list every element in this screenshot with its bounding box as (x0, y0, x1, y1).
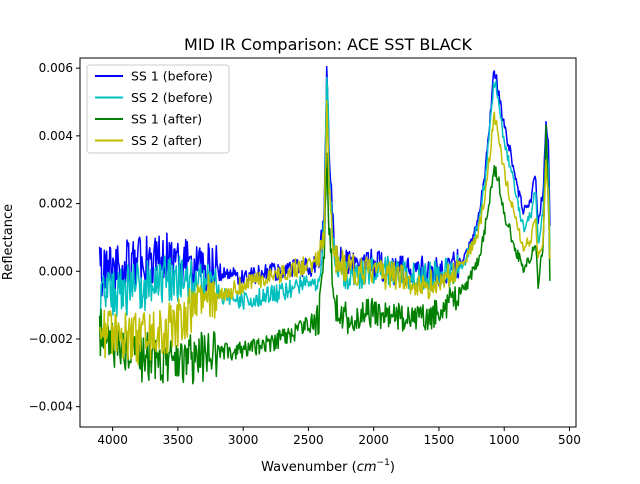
x-axis-unit-exponent: −1 (377, 458, 390, 468)
chart-title: MID IR Comparison: ACE SST BLACK (184, 35, 472, 54)
x-tick-label: 2000 (358, 433, 389, 447)
x-tick-label: 3500 (163, 433, 194, 447)
y-tick-label: 0.002 (39, 197, 73, 211)
y-tick-label: 0.000 (39, 264, 73, 278)
y-tick-label: −0.002 (29, 332, 73, 346)
legend-label-ss-1-before: SS 1 (before) (131, 69, 213, 84)
legend: SS 1 (before) SS 2 (before) SS 1 (after) SS… (86, 64, 230, 154)
x-axis-label-open-paren: ( (348, 460, 357, 475)
x-tick-label: 4000 (97, 433, 128, 447)
y-tick-label: −0.004 (29, 400, 73, 414)
plot-series-group (98, 65, 551, 385)
legend-frame (86, 64, 230, 154)
y-tick-label: 0.004 (39, 129, 73, 143)
plot-frame (79, 57, 577, 428)
legend-label-ss-2-after: SS 2 (after) (131, 133, 202, 148)
y-axis: −0.004 −0.002 0.000 0.002 0.004 0.006 (29, 61, 80, 414)
x-axis-unit-base: cm (357, 460, 377, 475)
x-axis-label-text: Wavenumber (261, 460, 348, 475)
series-line-ss-2-after (98, 99, 551, 365)
x-tick-label: 2500 (293, 433, 324, 447)
legend-label-ss-2-before: SS 2 (before) (131, 90, 213, 105)
x-tick-label: 1000 (489, 433, 520, 447)
x-tick-label: 3000 (228, 433, 259, 447)
x-axis-label: Wavenumber (cm−1) (261, 458, 395, 475)
y-axis-label: Reflectance (1, 204, 16, 280)
legend-label-ss-1-after: SS 1 (after) (131, 112, 202, 127)
x-tick-label: 500 (558, 433, 581, 447)
y-tick-label: 0.006 (39, 61, 73, 75)
x-axis-label-close-paren: ) (390, 460, 395, 475)
x-axis: 4000 3500 3000 2500 2000 1500 1000 500 (97, 427, 581, 447)
x-tick-label: 1500 (424, 433, 455, 447)
